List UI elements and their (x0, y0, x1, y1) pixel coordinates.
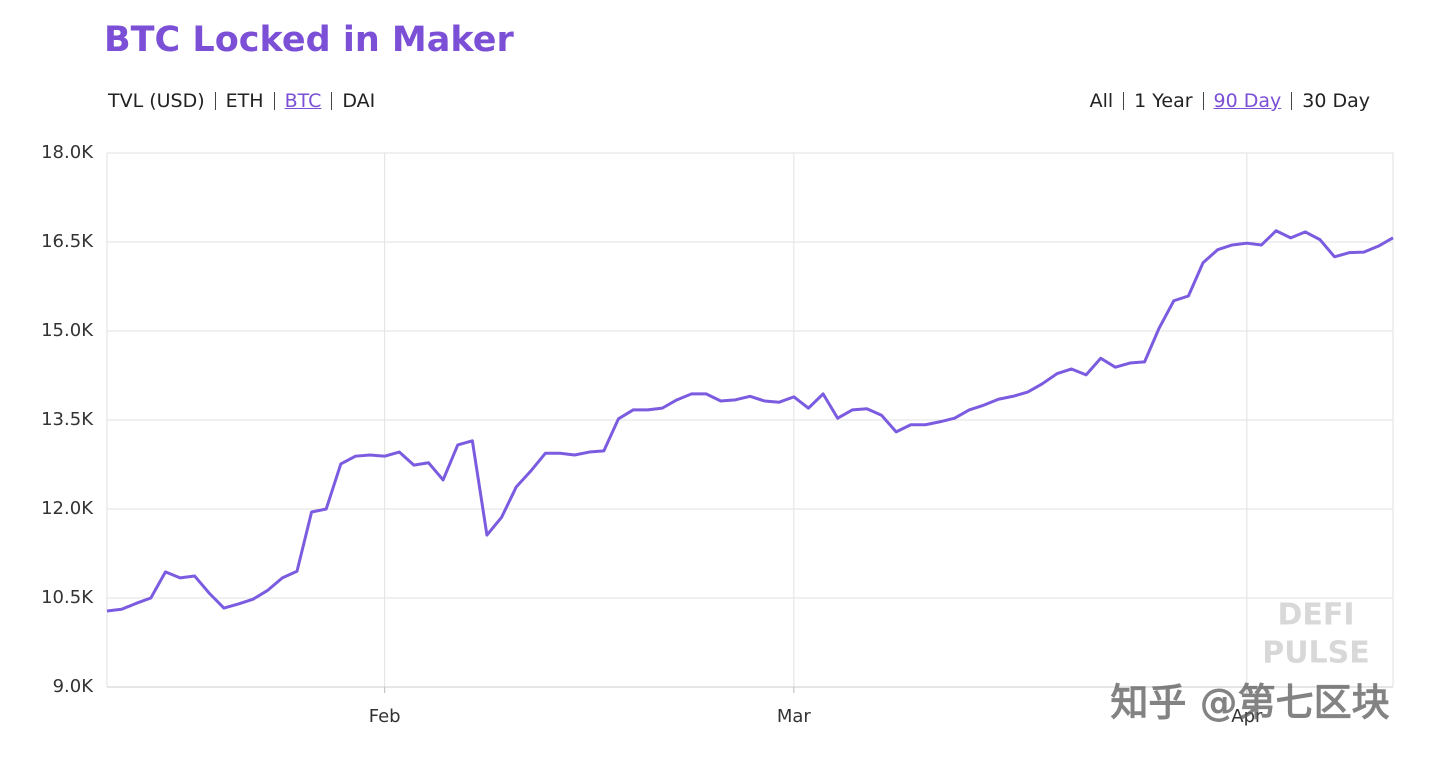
separator (1291, 92, 1293, 110)
range-tabs: All 1 Year 90 Day 30 Day (1090, 90, 1370, 112)
separator (1123, 92, 1125, 110)
y-tick-label: 16.5K (41, 231, 94, 252)
x-tick-label: Mar (777, 706, 812, 727)
tab[interactable]: ETH (225, 90, 264, 112)
watermark: DEFI (1277, 598, 1354, 633)
separator (214, 92, 216, 110)
watermark: 知乎 @第七区块 (1110, 681, 1389, 725)
x-tick-label: Apr (1231, 706, 1263, 727)
tab[interactable]: DAI (342, 90, 376, 112)
tab[interactable]: 1 Year (1134, 90, 1193, 112)
x-tick-label: Feb (369, 706, 401, 727)
y-tick-label: 15.0K (41, 320, 94, 341)
separator (273, 92, 275, 110)
y-tick-label: 9.0K (53, 676, 95, 697)
separator (1202, 92, 1204, 110)
tab[interactable]: All (1089, 90, 1114, 112)
y-tick-label: 18.0K (41, 142, 94, 163)
chart-title: BTC Locked in Maker (104, 20, 514, 60)
data-tabs: TVL (USD) ETH BTC DAI (108, 90, 375, 112)
separator (331, 92, 333, 110)
tab[interactable]: BTC (284, 90, 322, 112)
line-series (106, 229, 1394, 613)
watermark: PULSE (1262, 636, 1370, 671)
y-tick-label: 10.5K (41, 587, 94, 608)
tab[interactable]: TVL (USD) (108, 90, 205, 112)
tab[interactable]: 90 Day (1213, 90, 1282, 112)
y-tick-label: 12.0K (41, 498, 94, 519)
tab[interactable]: 30 Day (1302, 90, 1370, 112)
y-tick-label: 13.5K (41, 409, 94, 430)
